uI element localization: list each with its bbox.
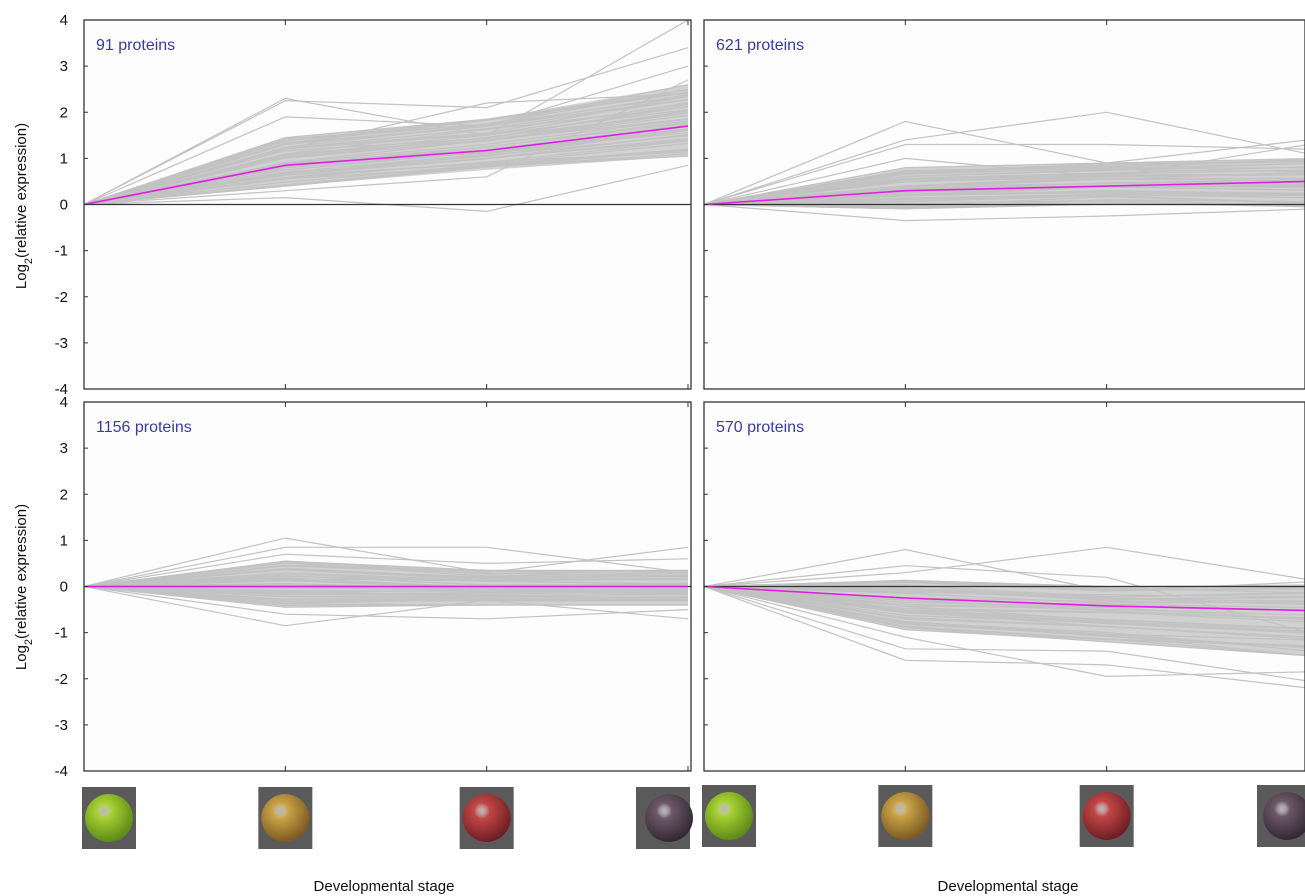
y-tick-label: -2 xyxy=(55,289,68,306)
y-tick-label: 3 xyxy=(60,440,68,457)
berry-shape xyxy=(1263,792,1305,840)
panel-annotation: 621 proteins xyxy=(716,37,804,54)
y-tick-label: 3 xyxy=(60,58,68,75)
outlier-profile xyxy=(704,546,1305,588)
veraison-berry-icon xyxy=(878,785,933,847)
outlier-profile xyxy=(84,585,689,627)
profile-band xyxy=(84,561,688,608)
y-tick-label: 0 xyxy=(60,197,68,214)
panel-annotation: 91 proteins xyxy=(96,37,175,54)
y-tick-label: 0 xyxy=(60,579,68,596)
outlier-profile xyxy=(84,93,689,206)
ripe-berry-icon xyxy=(636,787,693,849)
y-axis-label-top: Log2(relative expression) xyxy=(13,123,35,289)
y-tick-label: 4 xyxy=(60,12,68,29)
plot-content xyxy=(704,111,1305,222)
outlier-profile xyxy=(704,585,1305,689)
plot-content xyxy=(704,546,1305,689)
profile-band xyxy=(704,579,1305,656)
berry-shape xyxy=(705,792,753,840)
y-tick-label: -2 xyxy=(55,671,68,688)
outlier-profile xyxy=(84,585,689,620)
y-axis-label-top-sub: 2 xyxy=(23,258,35,264)
outlier-profile xyxy=(84,47,689,206)
green-berry-icon xyxy=(702,785,756,847)
berry-shape xyxy=(645,794,693,842)
mean-profile-line xyxy=(84,125,689,206)
red-berry-icon xyxy=(459,787,514,849)
y-axis-label-bottom-sub: 2 xyxy=(23,639,35,645)
outlier-profile xyxy=(704,203,1305,222)
stage-images xyxy=(82,785,1305,849)
berry-shape xyxy=(261,794,310,842)
y-tick-label: -3 xyxy=(55,335,68,352)
y-tick-label: -3 xyxy=(55,717,68,734)
y-axis-label-bottom-b: (relative expression) xyxy=(13,504,30,639)
outlier-profile xyxy=(84,79,689,206)
panel-bottom-right: 570 proteins xyxy=(703,401,1305,772)
y-tick-label: 2 xyxy=(60,104,68,121)
green-berry-icon xyxy=(82,787,136,849)
x-axis-label-right: Developmental stage xyxy=(938,878,1079,895)
outlier-profile xyxy=(704,585,1305,682)
outlier-profile xyxy=(84,65,689,206)
mean-profile-line xyxy=(704,180,1305,206)
y-tick-label: 2 xyxy=(60,486,68,503)
outlier-profile xyxy=(704,120,1305,206)
y-tick-label: 1 xyxy=(60,150,68,167)
y-tick-label: -4 xyxy=(55,381,68,398)
mean-profile-line xyxy=(704,585,1305,612)
outlier-profile xyxy=(704,111,1305,206)
y-axis-label-top-a: Log xyxy=(13,264,30,289)
y-axis-label-bottom-a: Log xyxy=(13,645,30,670)
plot-content xyxy=(84,20,691,213)
y-tick-label: -4 xyxy=(55,763,68,780)
outlier-profile xyxy=(704,143,1305,206)
outlier-profile xyxy=(84,546,689,588)
profile-band xyxy=(704,158,1305,210)
y-axis-label-top-b: (relative expression) xyxy=(13,123,30,258)
berry-shape xyxy=(462,794,511,842)
berry-shape xyxy=(1082,792,1131,840)
outlier-profile xyxy=(84,553,689,588)
outlier-profile xyxy=(704,585,1305,678)
ripe-berry-icon xyxy=(1257,785,1305,847)
x-axis-label-left: Developmental stage xyxy=(314,878,455,895)
panel-top-left: -4 -3 -2 -1 0 1 2 3 4 91 proteins xyxy=(55,12,692,398)
berry-shape xyxy=(85,794,133,842)
y-tick-label: -1 xyxy=(55,243,68,260)
y-tick-label: 4 xyxy=(60,394,68,411)
panel-annotation: 570 proteins xyxy=(716,419,804,436)
panel-top-right: 621 proteins xyxy=(703,19,1305,390)
outlier-profile xyxy=(704,144,1305,206)
veraison-berry-icon xyxy=(258,787,313,849)
panel-annotation: 1156 proteins xyxy=(96,419,192,436)
y-axis-label-bottom: Log2(relative expression) xyxy=(13,504,35,670)
y-tick-label: -1 xyxy=(55,625,68,642)
plot-content xyxy=(84,537,691,627)
panels: -4 -3 -2 -1 0 1 2 3 4 91 proteins 621 proteins -4 -3… xyxy=(55,12,1305,780)
red-berry-icon xyxy=(1079,785,1134,847)
berry-shape xyxy=(881,792,930,840)
y-tick-label: 1 xyxy=(60,532,68,549)
panel-bottom-left: -4 -3 -2 -1 0 1 2 3 4 1156 proteins xyxy=(55,394,692,780)
outlier-profile xyxy=(704,565,1305,633)
